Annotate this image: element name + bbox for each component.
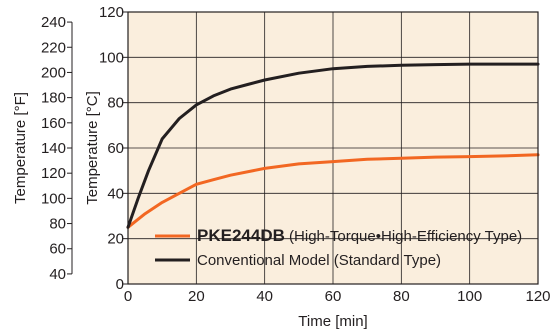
y-tick-label: 100 [99,49,124,66]
x-tick-label: 20 [188,288,205,305]
y2-tick-label: 160 [41,115,66,132]
y2-tick-label: 220 [41,39,66,56]
y-tick-label: 80 [107,95,124,112]
legend: PKE244DB (High-Torque•High-Efficiency Ty… [155,226,522,269]
x-tick-label: 60 [325,288,342,305]
y2-tick-label: 200 [41,64,66,81]
x-tick-label: 0 [124,288,132,305]
y2-tick-label: 120 [41,165,66,182]
y-axis-title-celsius: Temperature [°C] [84,91,101,205]
series-line-pke244db [126,153,540,229]
series-line-conventional [126,62,540,229]
legend-label-bold: PKE244DB [197,226,285,245]
y2-tick-label: 80 [49,216,66,233]
y-tick-label: 60 [107,140,124,157]
y-tick-label: 0 [116,276,124,293]
y-tick-label: 120 [99,4,124,21]
y2-tick-label: 240 [41,14,66,31]
y-tick-label: 20 [107,231,124,248]
x-tick-label: 80 [393,288,410,305]
y-axis-title-fahrenheit: Temperature [°F] [12,92,29,204]
y2-tick-label: 60 [49,241,66,258]
x-axis-title: Time [min] [298,313,367,330]
x-tick-label: 120 [525,288,550,305]
x-tick-label: 100 [457,288,482,305]
x-tick-label: 40 [256,288,273,305]
y2-tick-label: 40 [49,266,66,283]
data-series [126,62,540,229]
y-tick-label: 40 [107,185,124,202]
legend-label: Conventional Model (Standard Type) [197,252,441,269]
legend-label: PKE244DB (High-Torque•High-Efficiency Ty… [197,226,522,245]
y2-tick-label: 180 [41,90,66,107]
legend-label-rest: (High-Torque•High-Efficiency Type) [285,228,522,245]
y2-tick-label: 140 [41,140,66,157]
y2-tick-label: 100 [41,190,66,207]
axis-ticks: 0 20 40 60 80 100 120 0 20 40 60 80 100 120 40 60 80 100 1… [41,4,551,305]
